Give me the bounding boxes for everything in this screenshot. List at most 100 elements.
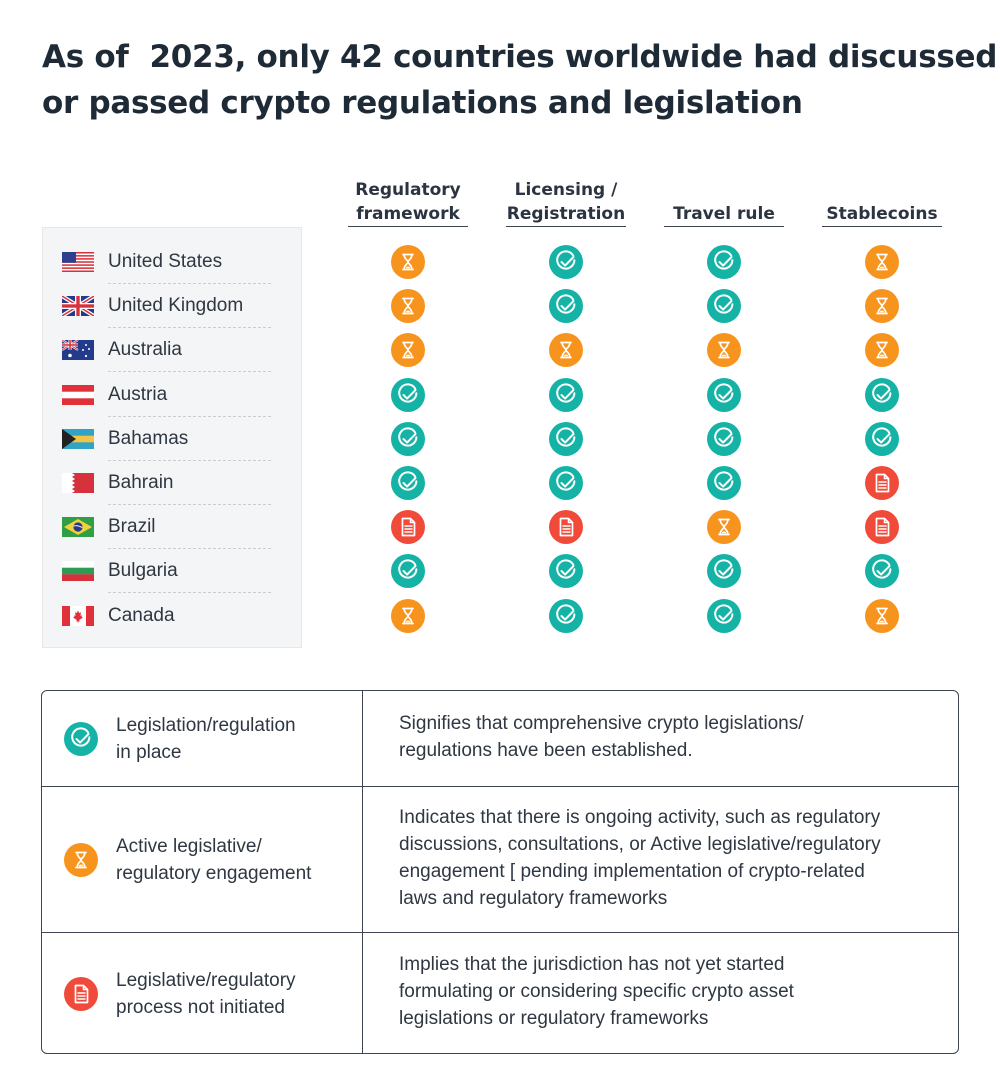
legend-description-line: engagement [ pending implementation of c… — [399, 861, 865, 882]
legend-description-line: Signifies that comprehensive crypto legi… — [399, 712, 804, 734]
check-circle-icon — [391, 421, 425, 456]
hourglass-icon — [391, 333, 425, 368]
country-row: Bulgaria — [0, 549, 1000, 594]
check-circle-icon — [865, 554, 899, 589]
bahamas-flag-icon — [62, 428, 94, 449]
legend-description: Implies that the jurisdiction has not ye… — [399, 951, 939, 1032]
legend-description-line: legislations or regulatory frameworks — [399, 1008, 709, 1029]
column-header-line: framework — [356, 204, 460, 224]
check-circle-icon — [707, 289, 741, 324]
hourglass-icon — [549, 333, 583, 368]
legend-label: Legislation/regulation in place — [116, 712, 296, 766]
column-header-line: Regulatory — [355, 180, 461, 200]
country-row: Canada — [0, 594, 1000, 638]
check-circle-icon — [391, 554, 425, 589]
hourglass-icon — [64, 843, 98, 877]
country-name: Bahrain — [108, 472, 174, 493]
hourglass-icon — [865, 333, 899, 368]
title-line-1: As of 2023, only 42 countries worldwide … — [42, 39, 998, 75]
hourglass-icon — [865, 245, 899, 279]
hourglass-icon — [391, 289, 425, 324]
page-title: As of 2023, only 42 countries worldwide … — [42, 34, 998, 126]
legend-description-line: laws and regulatory frameworks — [399, 888, 668, 909]
legend-row: Legislative/regulatory process not initia… — [42, 932, 958, 1053]
hourglass-icon — [865, 289, 899, 324]
legend-description: Signifies that comprehensive crypto legi… — [399, 710, 939, 764]
check-circle-icon — [391, 466, 425, 500]
country-row: Brazil — [0, 505, 1000, 550]
austria-flag-icon — [62, 384, 94, 405]
legend-description-line: Indicates that there is ongoing activity… — [399, 807, 881, 828]
check-circle-icon — [549, 466, 583, 500]
legend-label: Legislative/regulatory process not initia… — [116, 967, 296, 1021]
column-header-stablecoins: Stablecoins — [817, 164, 947, 226]
legend-label-line: in place — [116, 741, 182, 763]
hourglass-icon — [391, 598, 425, 633]
country-row: Australia — [0, 328, 1000, 373]
title-line-2: or passed crypto regulations and legisla… — [42, 85, 803, 121]
check-circle-icon — [549, 245, 583, 279]
row-separator — [108, 504, 271, 505]
check-circle-icon — [707, 377, 741, 412]
legend-label: Active legislative/regulatory engagement — [116, 833, 311, 887]
canada-flag-icon — [62, 605, 94, 626]
document-icon — [549, 510, 583, 545]
australia-flag-icon — [61, 339, 94, 361]
hourglass-icon — [865, 598, 899, 633]
row-separator — [108, 459, 271, 461]
legend-description-line: regulations have been established. — [399, 739, 693, 761]
legend-description-line: formulating or considering specific cryp… — [399, 981, 794, 1002]
column-rule — [506, 226, 626, 227]
check-circle-icon — [865, 377, 899, 412]
row-separator — [108, 592, 271, 594]
uk-flag-icon — [60, 294, 96, 318]
check-circle-icon — [549, 421, 583, 456]
legend-label-line: process not initiated — [116, 996, 285, 1018]
country-name: Bulgaria — [108, 560, 178, 582]
document-icon — [391, 510, 425, 545]
bahrain-flag-icon — [62, 473, 94, 493]
document-icon — [64, 976, 98, 1011]
column-header-regulatory-framework: Regulatory framework — [343, 164, 473, 226]
check-circle-icon — [549, 598, 583, 633]
row-separator — [108, 415, 271, 417]
legend-label-line: Legislation/regulation — [116, 714, 296, 736]
legend-label-line: regulatory engagement — [116, 863, 312, 884]
brazil-flag-icon — [62, 517, 94, 538]
check-circle-icon — [549, 289, 583, 324]
country-name: Bahamas — [108, 427, 189, 449]
legend-column-divider — [362, 691, 363, 1053]
country-name: Brazil — [108, 516, 156, 538]
country-row: Bahamas — [0, 417, 1000, 461]
check-circle-icon — [64, 721, 98, 756]
check-circle-icon — [707, 554, 741, 589]
legend-description-line: discussions, consultations, or Active le… — [399, 834, 881, 855]
country-name: United Kingdom — [108, 295, 244, 317]
country-name: Australia — [108, 339, 182, 361]
check-circle-icon — [549, 377, 583, 412]
row-separator — [108, 283, 271, 284]
check-circle-icon — [391, 377, 425, 412]
column-header-line: Licensing / — [514, 180, 618, 200]
check-circle-icon — [549, 554, 583, 589]
legend-description: Indicates that there is ongoing activity… — [399, 804, 939, 912]
column-header-line: Stablecoins — [826, 204, 938, 224]
country-name: Austria — [108, 383, 168, 405]
country-name: United States — [108, 251, 223, 272]
check-circle-icon — [707, 421, 741, 456]
country-row: Austria — [0, 373, 1000, 417]
legend-description-line: Implies that the jurisdiction has not ye… — [399, 954, 785, 975]
column-rule — [664, 226, 784, 227]
legend-table: Legislation/regulation in place Signifies … — [41, 690, 959, 1054]
document-icon — [865, 510, 899, 545]
check-circle-icon — [707, 245, 741, 279]
column-header-line: Travel rule — [673, 204, 775, 224]
check-circle-icon — [865, 421, 899, 456]
country-name: Canada — [108, 604, 175, 626]
us-flag-icon — [62, 252, 94, 272]
check-circle-icon — [707, 598, 741, 633]
country-row: United States — [0, 240, 1000, 284]
column-rule — [348, 226, 468, 227]
hourglass-icon — [707, 510, 741, 545]
bulgaria-flag-icon — [62, 561, 94, 582]
